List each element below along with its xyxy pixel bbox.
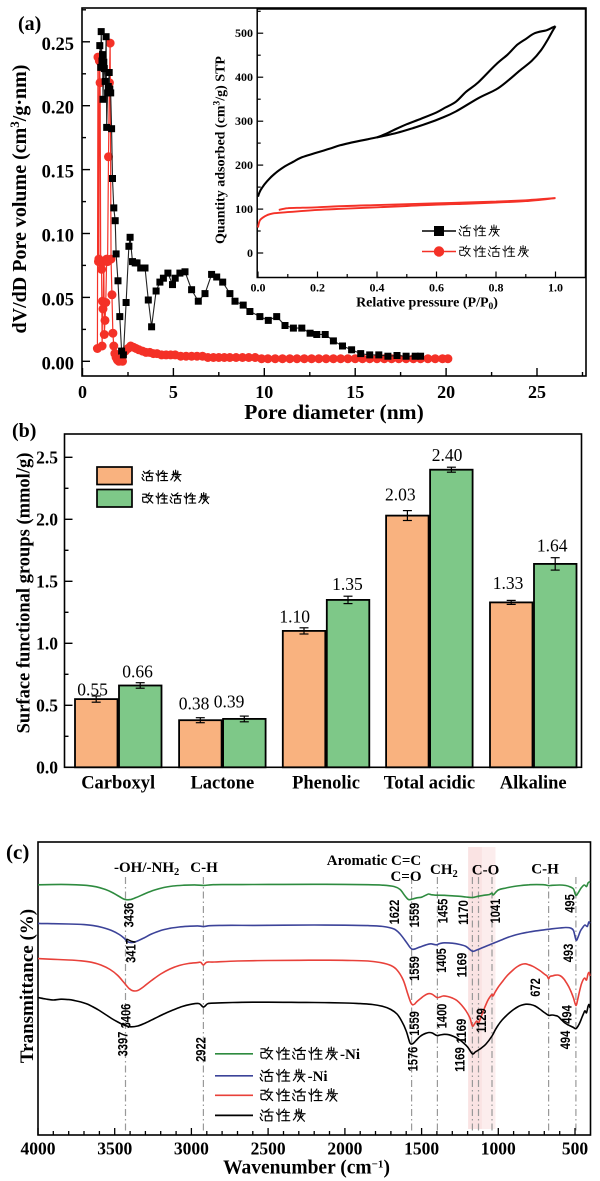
- svg-text:4000: 4000: [21, 1139, 56, 1159]
- svg-text:0.0: 0.0: [251, 281, 266, 295]
- svg-text:0.15: 0.15: [42, 163, 74, 183]
- svg-text:5: 5: [169, 382, 178, 402]
- svg-text:Surface functional groups (mmo: Surface functional groups (mmol/g): [15, 453, 35, 734]
- svg-text:0.4: 0.4: [370, 281, 385, 295]
- svg-text:Pore diameter (nm): Pore diameter (nm): [244, 400, 424, 424]
- svg-text:3500: 3500: [97, 1139, 132, 1159]
- svg-text:0.8: 0.8: [489, 281, 504, 295]
- svg-text:20: 20: [437, 382, 455, 402]
- svg-text:400: 400: [235, 70, 253, 84]
- svg-text:0.39: 0.39: [214, 692, 245, 712]
- svg-text:-Ni: -Ni: [340, 1047, 360, 1063]
- svg-text:3000: 3000: [174, 1139, 209, 1159]
- svg-text:15: 15: [346, 382, 364, 402]
- svg-text:1.64: 1.64: [537, 536, 568, 556]
- svg-text:2.40: 2.40: [432, 445, 463, 465]
- svg-text:0.00: 0.00: [42, 354, 74, 374]
- svg-text:1.0: 1.0: [36, 633, 58, 653]
- svg-text:0.25: 0.25: [42, 35, 74, 55]
- svg-text:1169: 1169: [455, 953, 470, 978]
- svg-text:1041: 1041: [488, 898, 503, 923]
- svg-text:1559: 1559: [407, 1011, 422, 1036]
- svg-text:494: 494: [558, 1030, 573, 1049]
- svg-text:2.0: 2.0: [36, 509, 58, 529]
- svg-text:0.66: 0.66: [122, 662, 153, 682]
- svg-text:493: 493: [561, 943, 576, 962]
- svg-text:CH2: CH2: [430, 862, 458, 880]
- svg-text:1169: 1169: [453, 1047, 468, 1072]
- svg-text:Phenolic: Phenolic: [292, 774, 360, 794]
- svg-text:0.05: 0.05: [42, 290, 74, 310]
- svg-text:Aromatic C=C: Aromatic C=C: [327, 853, 422, 869]
- svg-text:3436: 3436: [121, 902, 136, 927]
- svg-text:-OH/-NH2: -OH/-NH2: [114, 860, 179, 878]
- svg-text:2500: 2500: [251, 1139, 286, 1159]
- svg-text:Total acidic: Total acidic: [384, 774, 475, 794]
- svg-text:0.6: 0.6: [429, 281, 444, 295]
- svg-text:3397: 3397: [116, 1032, 131, 1057]
- svg-text:3417: 3417: [124, 938, 139, 963]
- svg-text:10: 10: [255, 382, 273, 402]
- svg-text:672: 672: [528, 978, 543, 997]
- svg-text:1.5: 1.5: [36, 571, 58, 591]
- svg-text:0.20: 0.20: [42, 99, 74, 119]
- svg-text:Wavenumber (cm−1): Wavenumber (cm−1): [223, 1158, 390, 1179]
- svg-text:1455: 1455: [436, 898, 451, 923]
- svg-text:Lactone: Lactone: [190, 774, 254, 794]
- svg-text:500: 500: [562, 1139, 589, 1159]
- svg-text:1622: 1622: [387, 900, 402, 925]
- svg-text:C=O: C=O: [390, 869, 421, 885]
- svg-text:1170: 1170: [456, 900, 471, 925]
- svg-text:0.0: 0.0: [36, 757, 58, 777]
- svg-text:Quantity adsorbed (cm3/g) STP: Quantity adsorbed (cm3/g) STP: [213, 56, 229, 244]
- svg-text:0: 0: [78, 382, 87, 402]
- svg-text:1169: 1169: [454, 1019, 469, 1044]
- svg-text:300: 300: [235, 114, 253, 128]
- svg-text:1576: 1576: [406, 1046, 421, 1071]
- svg-text:dV/dD Pore volume (cm3/g·nm): dV/dD Pore volume (cm3/g·nm): [7, 65, 31, 334]
- svg-text:1129: 1129: [474, 1008, 489, 1033]
- svg-text:-Ni: -Ni: [308, 1069, 328, 1085]
- svg-text:3406: 3406: [119, 1003, 134, 1028]
- svg-text:495: 495: [563, 894, 578, 913]
- svg-text:0.55: 0.55: [77, 680, 108, 700]
- svg-text:1400: 1400: [435, 1004, 450, 1029]
- svg-text:1559: 1559: [407, 956, 422, 981]
- svg-text:Transmittance (%): Transmittance (%): [17, 909, 38, 1063]
- svg-text:2.03: 2.03: [385, 485, 416, 505]
- svg-text:Relative pressure (P/P0): Relative pressure (P/P0): [356, 296, 498, 313]
- svg-text:C-H: C-H: [531, 862, 559, 878]
- svg-text:1.10: 1.10: [279, 606, 310, 626]
- svg-text:0.10: 0.10: [42, 227, 74, 247]
- svg-text:25: 25: [528, 382, 546, 402]
- svg-text:2000: 2000: [327, 1139, 362, 1159]
- svg-text:2.5: 2.5: [36, 447, 58, 467]
- svg-text:(b): (b): [12, 420, 36, 442]
- svg-text:500: 500: [235, 26, 253, 40]
- svg-text:0.5: 0.5: [36, 695, 58, 715]
- svg-text:200: 200: [235, 158, 253, 172]
- svg-text:C-H: C-H: [190, 860, 218, 876]
- svg-text:0.2: 0.2: [310, 281, 325, 295]
- svg-text:1405: 1405: [434, 948, 449, 973]
- svg-text:(a): (a): [18, 13, 41, 35]
- svg-text:Carboxyl: Carboxyl: [81, 774, 155, 794]
- svg-text:Alkaline: Alkaline: [500, 774, 567, 794]
- svg-text:0: 0: [247, 246, 253, 260]
- svg-text:494: 494: [560, 1005, 575, 1024]
- svg-text:1.33: 1.33: [493, 573, 524, 593]
- svg-text:(c): (c): [6, 840, 29, 864]
- svg-text:100: 100: [235, 202, 253, 216]
- svg-text:1500: 1500: [404, 1139, 439, 1159]
- svg-text:1559: 1559: [407, 903, 422, 928]
- svg-text:1000: 1000: [481, 1139, 516, 1159]
- svg-text:1.0: 1.0: [548, 281, 563, 295]
- svg-text:2922: 2922: [194, 1037, 209, 1062]
- svg-text:C-O: C-O: [472, 863, 500, 879]
- svg-text:1.35: 1.35: [332, 574, 363, 594]
- svg-text:0.38: 0.38: [179, 693, 210, 713]
